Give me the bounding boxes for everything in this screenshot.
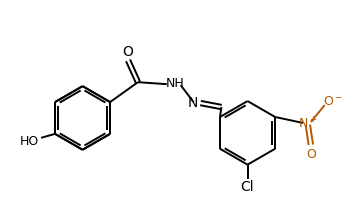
Text: Cl: Cl bbox=[241, 180, 254, 194]
Text: O: O bbox=[306, 148, 316, 161]
Text: N$^+$: N$^+$ bbox=[298, 116, 318, 132]
Text: N: N bbox=[187, 96, 198, 110]
Text: O$^-$: O$^-$ bbox=[323, 95, 343, 107]
Text: HO: HO bbox=[20, 135, 39, 148]
Text: NH: NH bbox=[165, 77, 184, 90]
Text: O: O bbox=[122, 45, 133, 59]
